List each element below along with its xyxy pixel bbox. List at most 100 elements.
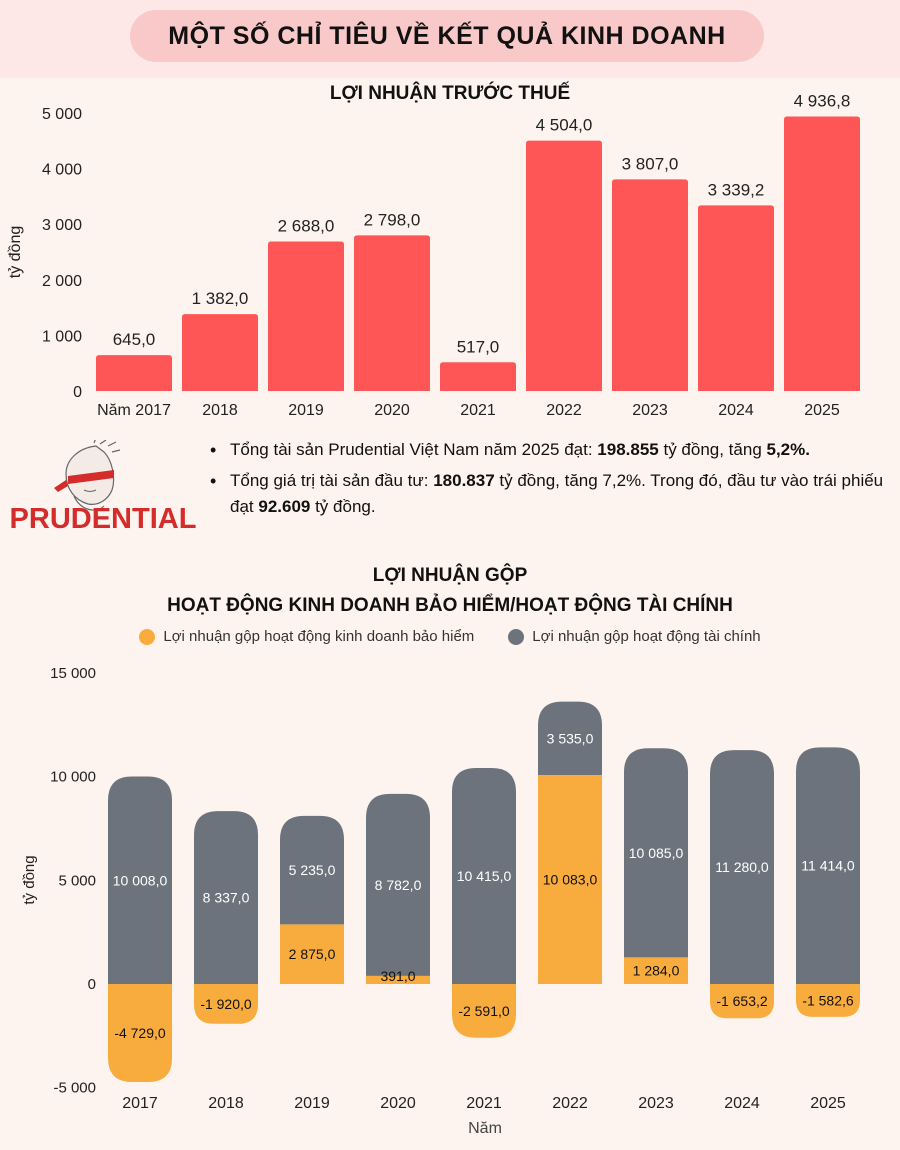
chart1-x-tick: 2019	[288, 402, 324, 419]
chart2-x-tick: 2020	[380, 1095, 416, 1112]
chart2-financial-label: 10 085,0	[629, 845, 684, 861]
chart1-x-tick: 2024	[718, 402, 754, 419]
chart2-insurance-label: 1 284,0	[633, 963, 680, 979]
chart2-financial-bar	[194, 811, 258, 984]
chart1-x-tick: 2021	[460, 402, 496, 419]
chart2-insurance-bar	[452, 984, 516, 1038]
fact-total-assets: Tổng tài sản Prudential Việt Nam năm 202…	[208, 437, 888, 463]
chart1-bar-label: 645,0	[113, 330, 156, 349]
chart1-bar	[526, 140, 602, 391]
chart1-bar	[268, 241, 344, 391]
chart1-bar-label: 517,0	[457, 337, 500, 356]
chart2-insurance-label: 10 083,0	[543, 871, 598, 887]
chart1-bar-label: 4 504,0	[536, 116, 593, 135]
chart1-x-tick: 2020	[374, 402, 410, 419]
chart2-y-axis-label: tỷ đồng	[21, 855, 38, 904]
chart2-insurance-bar	[710, 984, 774, 1019]
chart2-insurance-label: 391,0	[380, 968, 415, 984]
chart2-legend: Lợi nhuận gộp hoạt động kinh doanh bảo h…	[0, 628, 900, 645]
chart2-insurance-bar	[538, 774, 602, 984]
chart2-insurance-label: -1 653,2	[716, 993, 768, 1009]
chart1-x-tick: 2022	[546, 402, 582, 419]
logo-wordmark: PRUDENTIAL	[10, 503, 197, 535]
chart2-insurance-label: -4 729,0	[114, 1025, 166, 1041]
chart1-bar	[440, 362, 516, 391]
chart1-bar-label: 2 688,0	[278, 217, 335, 236]
chart2-insurance-label: -1 582,6	[802, 992, 854, 1008]
chart2-x-tick: 2022	[552, 1095, 588, 1112]
chart2-financial-label: 8 337,0	[203, 890, 250, 906]
chart2-insurance-bar	[280, 924, 344, 984]
chart2-financial-bar	[710, 750, 774, 984]
chart1-bar-label: 4 936,8	[794, 92, 851, 111]
chart2-financial-label: 8 782,0	[375, 877, 422, 893]
chart1-bar	[784, 116, 860, 392]
legend-insurance: Lợi nhuận gộp hoạt động kinh doanh bảo h…	[139, 628, 474, 645]
chart1-x-tick: 2023	[632, 402, 668, 419]
chart1-bar-label: 1 382,0	[192, 289, 249, 308]
chart2-insurance-label: -1 920,0	[200, 996, 252, 1012]
chart2-insurance-label: -2 591,0	[458, 1003, 510, 1019]
chart2-financial-bar	[538, 701, 602, 775]
chart2-financial-bar	[624, 748, 688, 958]
chart2-x-tick: 2025	[810, 1095, 846, 1112]
legend-insurance-swatch	[139, 628, 156, 645]
chart1-bar	[698, 205, 774, 391]
chart2-financial-label: 11 414,0	[801, 858, 855, 874]
chart2-financial-label: 11 280,0	[715, 859, 769, 875]
chart2-y-tick: 5 000	[58, 872, 96, 889]
chart1-y-tick: 1 000	[42, 328, 82, 345]
page-title: MỘT SỐ CHỈ TIÊU VỀ KẾT QUẢ KINH DOANH	[130, 10, 764, 62]
chart2-y-tick: 15 000	[50, 665, 96, 682]
chart2-insurance-bar	[108, 984, 172, 1083]
chart1-bar	[354, 235, 430, 391]
chart2-x-tick: 2018	[208, 1095, 244, 1112]
prudence-head-icon	[54, 440, 121, 511]
chart2-insurance-label: 2 875,0	[289, 946, 336, 962]
chart2-financial-bar	[280, 815, 344, 925]
chart2-financial-bar	[796, 747, 860, 984]
chart1-y-tick: 3 000	[42, 217, 82, 234]
chart2-insurance-bar	[796, 984, 860, 1017]
legend-financial-swatch	[508, 628, 525, 645]
chart1-title: LỢI NHUẬN TRƯỚC THUẾ	[329, 83, 571, 104]
chart2-financial-label: 10 415,0	[457, 868, 512, 884]
chart2-y-tick: -5 000	[53, 1080, 96, 1097]
chart2-title-line1: LỢI NHUẬN GỘP	[372, 565, 528, 586]
chart2-insurance-bar	[624, 957, 688, 984]
chart2-financial-bar	[108, 776, 172, 984]
chart1-bar	[182, 314, 258, 391]
chart2-financial-label: 10 008,0	[113, 872, 168, 888]
chart2-y-tick: 10 000	[50, 769, 96, 786]
chart1-y-tick: 2 000	[42, 273, 82, 290]
chart1-x-tick: 2025	[804, 402, 840, 419]
chart1-y-tick: 0	[73, 384, 82, 401]
chart1-x-tick: 2018	[202, 402, 238, 419]
chart1-y-tick: 4 000	[42, 162, 82, 179]
chart2-x-axis-label: Năm	[468, 1120, 502, 1137]
chart2-x-tick: 2023	[638, 1095, 674, 1112]
legend-financial: Lợi nhuận gộp hoạt động tài chính	[508, 628, 761, 645]
chart1-bar-label: 3 807,0	[622, 154, 679, 173]
fact-investment-assets: Tổng giá trị tài sản đầu tư: 180.837 tỷ …	[208, 468, 888, 520]
chart1-bar	[612, 179, 688, 391]
chart1-bar	[96, 355, 172, 391]
chart2-financial-bar	[366, 793, 430, 976]
prudential-logo: PRUDENTIAL	[10, 440, 197, 535]
chart1-y-tick: 5 000	[42, 106, 82, 123]
chart2-title-line2: HOẠT ĐỘNG KINH DOANH BẢO HIỂM/HOẠT ĐỘNG …	[167, 595, 733, 616]
chart2-insurance-bar	[366, 975, 430, 984]
chart2-y-tick: 0	[88, 976, 96, 993]
chart2-financial-bar	[452, 768, 516, 984]
chart2-financial-label: 3 535,0	[547, 730, 594, 746]
chart2-x-tick: 2017	[122, 1095, 158, 1112]
chart1-bar-label: 3 339,2	[708, 180, 765, 199]
chart1-y-axis-label: tỷ đồng	[7, 226, 24, 278]
chart2-insurance-bar	[194, 984, 258, 1024]
key-facts-list: Tổng tài sản Prudential Việt Nam năm 202…	[208, 437, 888, 525]
chart1-bar-label: 2 798,0	[364, 210, 421, 229]
profit-before-tax-chart: 0 1 000 2 000 3 000 4 000 5 000 tỷ đồng 645,0 Nă…	[7, 92, 860, 419]
chart2-x-tick: 2024	[724, 1095, 760, 1112]
chart1-x-tick: Năm 2017	[97, 402, 171, 419]
